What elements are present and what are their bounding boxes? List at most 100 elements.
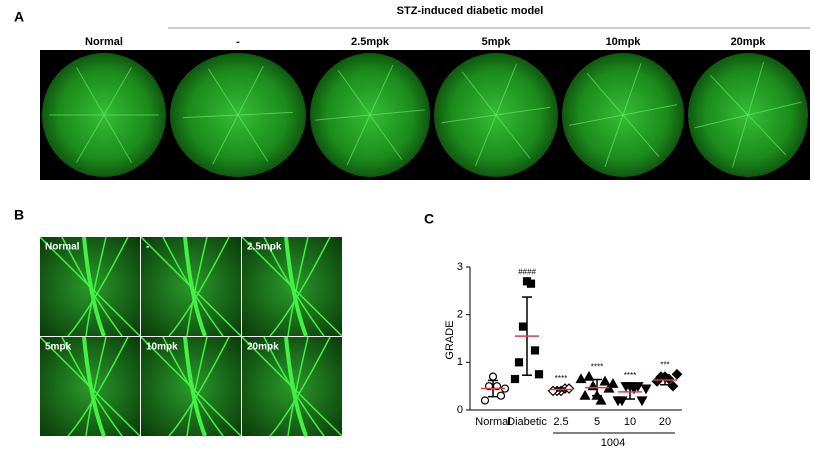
- vessel: [622, 114, 660, 157]
- vessel: [287, 236, 309, 337]
- vessel: [622, 62, 642, 116]
- point: [599, 375, 611, 386]
- tile-label: 5mpk: [45, 342, 72, 353]
- vessel: [186, 336, 208, 437]
- point: [607, 378, 619, 388]
- panel-label: C: [424, 211, 434, 227]
- vessel: [67, 236, 129, 337]
- significance: ****: [555, 374, 567, 383]
- vessel: [337, 69, 371, 116]
- vessel: [183, 336, 207, 437]
- tile-label: -: [146, 242, 149, 253]
- panel-label: A: [14, 9, 24, 25]
- column-label: 10mpk: [606, 36, 642, 48]
- y-tick-label: 3: [457, 261, 463, 273]
- point: [534, 370, 544, 379]
- y-tick-label: 2: [457, 309, 463, 321]
- vessel: [315, 114, 371, 121]
- y-axis-label: GRADE: [444, 320, 456, 359]
- point: [514, 358, 524, 367]
- vessel: [103, 67, 132, 116]
- y-tick-label: 1: [457, 356, 463, 368]
- vessel: [568, 114, 624, 126]
- vessel: [284, 236, 308, 337]
- point: [583, 370, 595, 381]
- point: [636, 396, 648, 407]
- vessel: [269, 236, 331, 337]
- vessel: [346, 114, 371, 166]
- panel-b: Normal - 2.5mpk 5mpk 10mpk 20mpk: [39, 236, 343, 437]
- point: [510, 374, 520, 384]
- vessel: [237, 114, 269, 162]
- significance: ####: [518, 267, 536, 276]
- point: [530, 346, 540, 355]
- point: [579, 389, 591, 400]
- tile-label: Normal: [45, 242, 80, 253]
- vessel: [495, 63, 517, 116]
- point: [612, 396, 624, 407]
- vessel: [269, 336, 331, 437]
- vessel: [67, 336, 129, 437]
- group-header: STZ-induced diabetic model: [397, 5, 544, 17]
- column-label: 5mpk: [482, 36, 512, 48]
- vessel: [212, 114, 239, 165]
- point: [632, 382, 644, 392]
- vessel: [237, 65, 264, 116]
- vessel: [85, 336, 107, 437]
- vessel: [369, 109, 425, 116]
- vessel: [369, 64, 394, 116]
- vessel: [495, 114, 531, 159]
- point: [496, 391, 506, 400]
- panel-label: B: [14, 207, 24, 223]
- vessel: [441, 114, 497, 124]
- vessel: [747, 114, 787, 156]
- vessel: [183, 114, 239, 119]
- vessel: [237, 111, 293, 116]
- point: [595, 394, 607, 405]
- point: [640, 384, 652, 395]
- y-tick-label: 0: [457, 404, 463, 416]
- group-label: 1004: [601, 437, 625, 449]
- x-tick-label: Diabetic: [507, 416, 547, 428]
- point: [488, 372, 498, 381]
- vessel: [76, 67, 105, 116]
- vessel: [82, 336, 106, 437]
- significance: ***: [660, 360, 669, 369]
- column-label: Normal: [85, 36, 123, 48]
- vessel: [103, 114, 132, 163]
- vessel: [586, 73, 624, 116]
- vessel: [495, 106, 551, 116]
- vessel: [731, 114, 749, 168]
- x-tick-label: 5: [594, 416, 600, 428]
- tile-label: 10mpk: [146, 342, 178, 353]
- vessel: [186, 236, 208, 337]
- vessel: [76, 114, 105, 163]
- vessel: [284, 336, 308, 437]
- point: [575, 373, 587, 384]
- column-label: 20mpk: [731, 36, 767, 48]
- vessel: [747, 101, 802, 116]
- vessel: [207, 68, 239, 116]
- point: [526, 279, 536, 288]
- point: [480, 396, 490, 405]
- vessel: [85, 236, 107, 337]
- vessel: [709, 74, 749, 116]
- tile-label: 2.5mpk: [247, 242, 282, 253]
- significance: ****: [591, 363, 603, 372]
- x-tick-label: 10: [624, 416, 636, 428]
- x-tick-label: Normal: [475, 416, 510, 428]
- x-tick-label: 2.5: [553, 416, 568, 428]
- x-tick-label: 20: [659, 416, 671, 428]
- point: [663, 373, 675, 385]
- vessel: [622, 104, 678, 116]
- column-label: 2.5mpk: [351, 36, 390, 48]
- vessel: [168, 236, 230, 337]
- vessel: [461, 71, 497, 116]
- vessel: [747, 62, 765, 116]
- vessel: [369, 114, 403, 161]
- panel-a: Normal - 2.5mpk 5mpk 10mpk 20mpk: [40, 36, 810, 180]
- column-label: -: [236, 36, 240, 48]
- point: [587, 380, 599, 391]
